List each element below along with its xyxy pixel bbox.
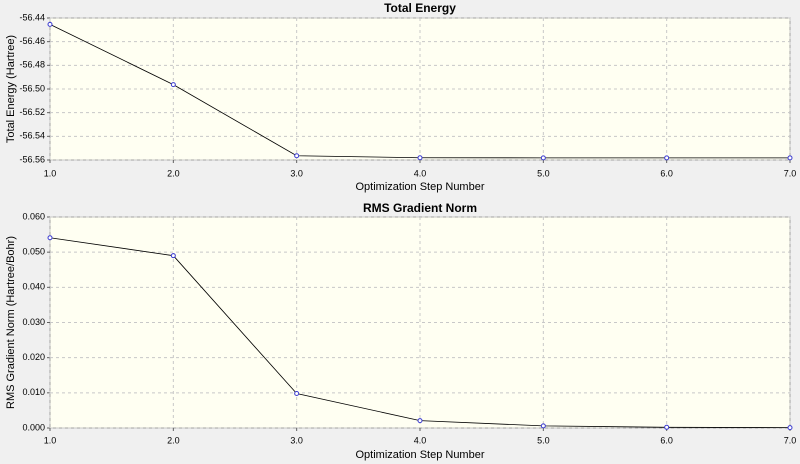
x-tick-label: 5.0 [537,168,550,178]
x-tick-label: 7.0 [784,435,797,445]
y-tick-label: -56.50 [19,83,45,93]
y-tick-label: 0.020 [22,352,45,362]
y-tick-label: 0.060 [22,211,45,221]
x-tick-label: 4.0 [414,168,427,178]
data-point [47,235,53,241]
data-point [170,253,176,259]
y-tick-label: 0.030 [22,317,45,327]
data-point [47,21,53,27]
y-tick-label: 0.050 [22,247,45,257]
x-tick-label: 5.0 [537,435,550,445]
x-tick-label: 6.0 [660,168,673,178]
y-tick-label: -56.46 [19,36,45,46]
data-point [787,425,793,431]
data-point [787,155,793,161]
x-tick-label: 4.0 [414,435,427,445]
data-point [417,418,423,424]
y-tick-label: 0.040 [22,282,45,292]
y-axis-label: Total Energy (Hartree) [5,35,17,143]
y-tick-label: -56.48 [19,60,45,70]
chart-title: Total Energy [384,1,456,15]
x-tick-label: 1.0 [44,435,57,445]
x-axis-label: Optimization Step Number [356,449,485,461]
y-tick-label: -56.52 [19,107,45,117]
x-tick-label: 1.0 [44,168,57,178]
data-point [417,155,423,161]
x-tick-label: 2.0 [167,168,180,178]
data-point [540,155,546,161]
y-tick-label: 0.010 [22,387,45,397]
data-point [294,391,300,397]
data-point [294,153,300,159]
x-tick-label: 3.0 [290,168,303,178]
y-tick-label: -56.54 [19,131,45,141]
data-point [170,82,176,88]
x-tick-label: 2.0 [167,435,180,445]
x-axis-label: Optimization Step Number [356,181,485,193]
data-point [664,155,670,161]
y-axis-label: RMS Gradient Norm (Hartree/Bohr) [5,236,17,409]
y-tick-label: -56.56 [19,154,45,164]
x-tick-label: 3.0 [290,435,303,445]
chart-title: RMS Gradient Norm [363,201,477,215]
plot-area [49,17,791,161]
y-tick-label: 0.000 [22,422,45,432]
x-tick-label: 7.0 [784,168,797,178]
data-point [664,424,670,430]
data-point [540,423,546,429]
x-tick-label: 6.0 [660,435,673,445]
y-tick-label: -56.44 [19,12,45,22]
